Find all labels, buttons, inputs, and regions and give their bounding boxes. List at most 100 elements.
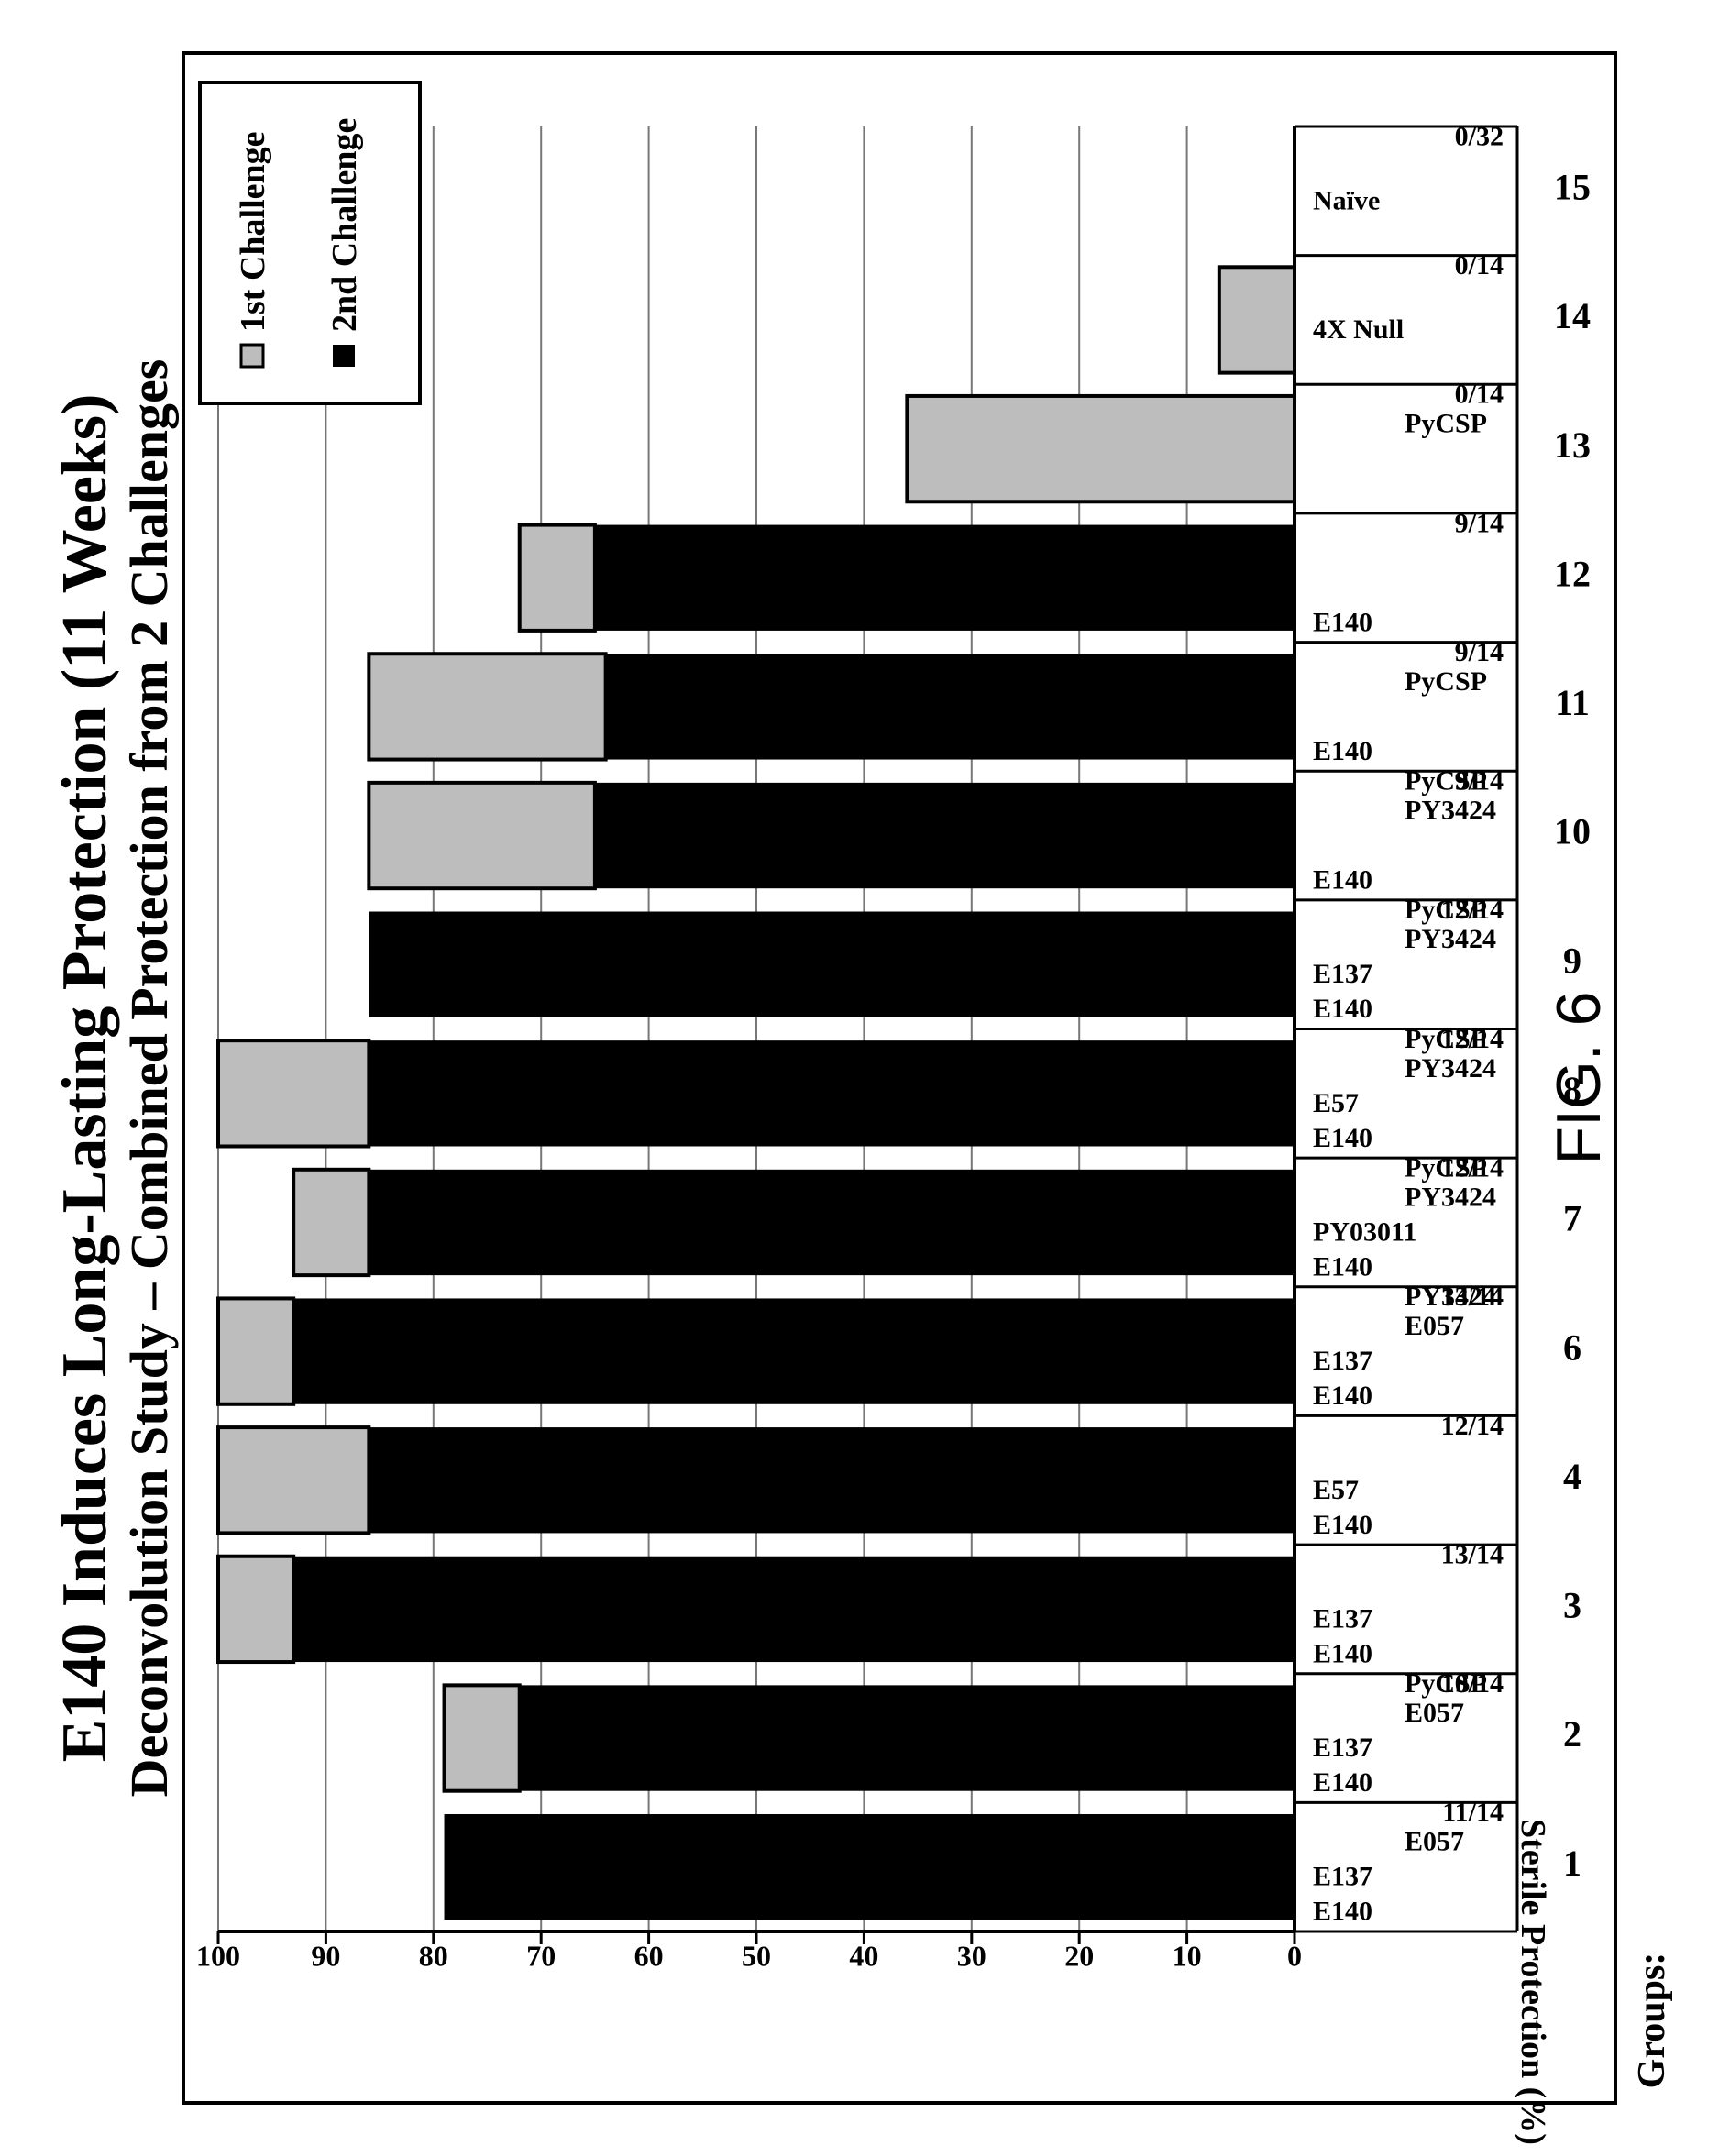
bar-2nd-challenge (369, 911, 1295, 1018)
bar-2nd-challenge (293, 1298, 1295, 1404)
group-composition-label: PY3424 (1405, 1282, 1496, 1312)
group-fraction-label: 13/14 (1441, 1539, 1504, 1569)
group-number-label: 1 (1563, 1842, 1581, 1884)
groups-label: Groups: (1631, 1952, 1673, 2089)
group-composition-label: E140 (1313, 1638, 1372, 1668)
group-fraction-label: 0/32 (1455, 121, 1504, 151)
bar-2nd-challenge (293, 1556, 1295, 1663)
legend-label-2nd-challenge: 2nd Challenge (325, 118, 364, 332)
group-fraction-label: 10/14 (1441, 1668, 1504, 1699)
group-composition-label: E140 (1313, 994, 1372, 1024)
y-tick-label: 90 (311, 1939, 340, 1972)
group-composition-label: E137 (1313, 1346, 1372, 1376)
bar-1st-challenge (292, 1167, 371, 1278)
group-number-label: 3 (1563, 1585, 1581, 1626)
group-composition-label: E140 (1313, 607, 1372, 637)
bar-2nd-challenge (369, 1040, 1295, 1147)
group-composition-label: PyCSP (1405, 1152, 1487, 1182)
group-composition-label: E137 (1313, 1603, 1372, 1634)
group-composition-label: E140 (1313, 1510, 1372, 1540)
group-composition-label: E057 (1405, 1311, 1464, 1341)
group-composition-label: E140 (1313, 865, 1372, 896)
group-composition-label: E140 (1313, 1123, 1372, 1153)
group-fraction-label: 12/14 (1441, 1152, 1504, 1182)
bar-1st-challenge (1217, 265, 1296, 375)
group-number-label: 9 (1563, 940, 1581, 981)
group-fraction-label: 0/14 (1455, 250, 1504, 280)
group-composition-label: PY3424 (1405, 1182, 1496, 1212)
bar-2nd-challenge (369, 1169, 1295, 1276)
group-composition-label: Naïve (1313, 185, 1380, 215)
group-composition-label: E137 (1313, 959, 1372, 989)
legend-swatch-2nd (333, 345, 355, 367)
y-tick-label: 30 (957, 1939, 986, 1972)
group-number-label: 12 (1554, 553, 1591, 594)
bar-2nd-challenge (594, 782, 1295, 889)
bar-2nd-challenge (369, 1427, 1295, 1534)
bar-1st-challenge (216, 1425, 371, 1535)
group-number-label: 10 (1554, 811, 1591, 852)
group-composition-label: E140 (1313, 1251, 1372, 1282)
y-tick-label: 70 (526, 1939, 556, 1972)
group-number-label: 6 (1563, 1326, 1581, 1368)
group-number-label: 2 (1563, 1713, 1581, 1754)
group-number-label: 4 (1563, 1456, 1581, 1497)
group-number-label: 11 (1555, 682, 1590, 723)
bar-2nd-challenge (605, 654, 1295, 760)
chart-title: E140 Induces Long-Lasting Protection (11… (50, 394, 120, 1763)
y-tick-label: 20 (1064, 1939, 1094, 1972)
group-composition-label: E57 (1313, 1088, 1359, 1118)
y-tick-label: 100 (196, 1939, 240, 1972)
group-number-label: 8 (1563, 1069, 1581, 1110)
bar-2nd-challenge (519, 1685, 1295, 1791)
group-composition-label: PY03011 (1313, 1216, 1416, 1247)
legend-label-1st-challenge: 1st Challenge (234, 132, 272, 333)
bar-1st-challenge (367, 652, 608, 762)
group-composition-label: E057 (1405, 1827, 1464, 1857)
bar-1st-challenge (216, 1039, 371, 1149)
group-composition-label: E140 (1313, 1897, 1372, 1927)
group-composition-label: PyCSP (1405, 666, 1487, 697)
legend-box (198, 81, 422, 405)
group-fraction-label: 9/14 (1455, 508, 1504, 538)
outer-frame (182, 51, 1617, 2105)
bar-1st-challenge (517, 522, 597, 632)
group-number-label: 14 (1554, 295, 1591, 336)
group-number-label: 15 (1554, 166, 1591, 207)
bar-1st-challenge (367, 780, 597, 891)
group-composition-label: PyCSP (1405, 1024, 1487, 1054)
rotated-chart: E140 Induces Long-Lasting Protection (11… (50, 51, 1673, 2145)
bar-2nd-challenge (594, 524, 1295, 631)
y-tick-label: 50 (742, 1939, 771, 1972)
group-fraction-label: 0/14 (1455, 380, 1504, 410)
group-number-label: 7 (1563, 1198, 1581, 1239)
bar-1st-challenge (905, 393, 1296, 504)
y-tick-label: 80 (419, 1939, 448, 1972)
y-tick-label: 10 (1173, 1939, 1202, 1972)
group-composition-label: E137 (1313, 1732, 1372, 1763)
y-tick-label: 40 (849, 1939, 878, 1972)
group-composition-label: PyCSP (1405, 766, 1487, 797)
group-fraction-label: 12/14 (1441, 895, 1504, 925)
figure-label: FIG. 6 (1544, 992, 1614, 1165)
group-composition-label: E140 (1313, 1380, 1372, 1411)
group-fraction-label: 11/14 (1442, 1798, 1504, 1828)
y-axis-label: Sterile Protection (%) (1514, 1819, 1552, 2145)
plot-area: 0102030405060708090100E140E137E05711/141… (196, 121, 1591, 1972)
group-fraction-label: 12/14 (1441, 1411, 1504, 1441)
group-composition-label: PY3424 (1405, 924, 1496, 954)
legend: 1st Challenge 2nd Challenge (198, 81, 422, 405)
y-tick-label: 60 (634, 1939, 664, 1972)
group-composition-label: PyCSP (1405, 895, 1487, 925)
group-fraction-label: 13/14 (1441, 1282, 1504, 1312)
y-tick-label: 0 (1287, 1939, 1302, 1972)
legend-swatch-1st (239, 343, 265, 368)
bar-1st-challenge (442, 1683, 522, 1793)
group-fraction-label: 9/14 (1455, 637, 1504, 667)
group-composition-label: PyCSP (1405, 1668, 1487, 1699)
group-composition-label: PY3424 (1405, 1053, 1496, 1084)
group-composition-label: PyCSP (1405, 409, 1487, 439)
group-composition-label: E140 (1313, 736, 1372, 766)
group-composition-label: E57 (1313, 1475, 1359, 1505)
